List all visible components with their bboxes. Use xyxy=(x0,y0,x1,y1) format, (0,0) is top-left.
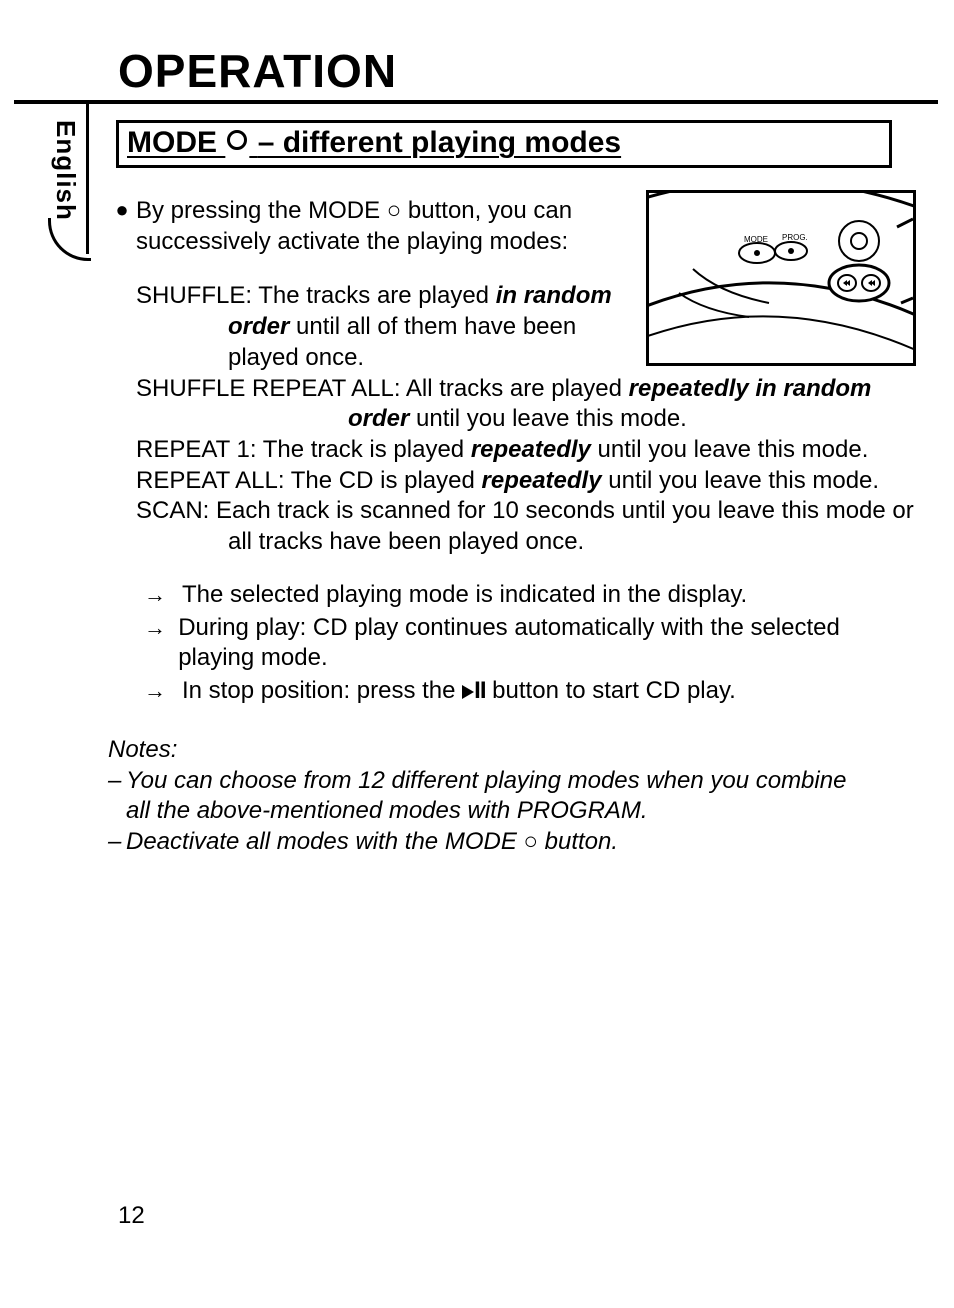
arrow-text-pre: In stop position: press the xyxy=(182,677,462,704)
note-item: – You can choose from 12 different playi… xyxy=(108,766,914,827)
mode-scan: SCAN: Each track is scanned for 10 secon… xyxy=(136,496,914,557)
mode-text-pre: The CD is played xyxy=(285,467,482,494)
mode-label: SCAN: xyxy=(136,497,209,524)
page-title: OPERATION xyxy=(118,44,397,98)
arrow-icon: → xyxy=(144,613,178,674)
mode-text-em: repeatedly xyxy=(471,436,591,463)
note-dash: – xyxy=(108,766,126,827)
mode-text-post: Each track is scanned for 10 seconds unt… xyxy=(209,497,913,555)
mode-text-post: until you leave this mode. xyxy=(409,405,687,432)
arrow-text: In stop position: press the II button to… xyxy=(182,676,736,707)
arrow-text: During play: CD play continues automatic… xyxy=(178,613,914,674)
mode-repeat-1: REPEAT 1: The track is played repeatedly… xyxy=(136,435,914,466)
mode-label: SHUFFLE REPEAT ALL: xyxy=(136,375,401,402)
content: ● By pressing the MODE ○ button, you can… xyxy=(108,186,914,858)
section-title-rest: – different playing modes xyxy=(258,126,621,159)
notes: Notes: – You can choose from 12 differen… xyxy=(108,735,914,858)
title-rule xyxy=(14,100,938,104)
note-dash: – xyxy=(108,827,126,858)
arrow-text: The selected playing mode is indicated i… xyxy=(182,580,747,611)
bullet-icon: ● xyxy=(108,196,136,257)
mode-label: REPEAT ALL: xyxy=(136,467,285,494)
mode-shuffle-repeat-all: SHUFFLE REPEAT ALL: All tracks are playe… xyxy=(136,374,914,435)
arrow-text-post: button to start CD play. xyxy=(486,677,736,704)
mode-circle-icon xyxy=(227,130,247,150)
mode-repeat-all: REPEAT ALL: The CD is played repeatedly … xyxy=(136,466,914,497)
pause-icon: II xyxy=(474,677,485,704)
play-icon xyxy=(462,677,474,704)
mode-text-pre: The track is played xyxy=(257,436,471,463)
mode-text-pre: The tracks are played xyxy=(252,282,496,309)
intro-text: By pressing the MODE ○ button, you can s… xyxy=(136,196,914,257)
section-title-strong: MODE xyxy=(127,126,217,159)
page-number: 12 xyxy=(118,1202,145,1230)
section-heading: MODE – different playing modes xyxy=(116,120,892,168)
mode-label: REPEAT 1: xyxy=(136,436,257,463)
arrow-icon: → xyxy=(144,676,182,707)
mode-text-pre: All tracks are played xyxy=(401,375,629,402)
modes-list: SHUFFLE: The tracks are played in random… xyxy=(108,281,914,557)
mode-label: SHUFFLE: xyxy=(136,282,252,309)
mode-shuffle: SHUFFLE: The tracks are played in random… xyxy=(136,281,914,373)
language-tab: English xyxy=(50,120,81,221)
intro-bullet: ● By pressing the MODE ○ button, you can… xyxy=(108,196,914,257)
notes-title: Notes: xyxy=(108,735,914,766)
mode-text-post: until you leave this mode. xyxy=(591,436,869,463)
arrow-item: → The selected playing mode is indicated… xyxy=(144,580,914,611)
arrow-notes: → The selected playing mode is indicated… xyxy=(108,580,914,707)
arrow-item: → During play: CD play continues automat… xyxy=(144,613,914,674)
language-tab-arc xyxy=(48,218,91,261)
note-item: – Deactivate all modes with the MODE ○ b… xyxy=(108,827,914,858)
arrow-item: → In stop position: press the II button … xyxy=(144,676,914,707)
note-text: Deactivate all modes with the MODE ○ but… xyxy=(126,827,914,858)
mode-text-post: until you leave this mode. xyxy=(602,467,880,494)
mode-text-em: repeatedly xyxy=(482,467,602,494)
arrow-icon: → xyxy=(144,580,182,611)
note-text: You can choose from 12 different playing… xyxy=(126,766,914,827)
